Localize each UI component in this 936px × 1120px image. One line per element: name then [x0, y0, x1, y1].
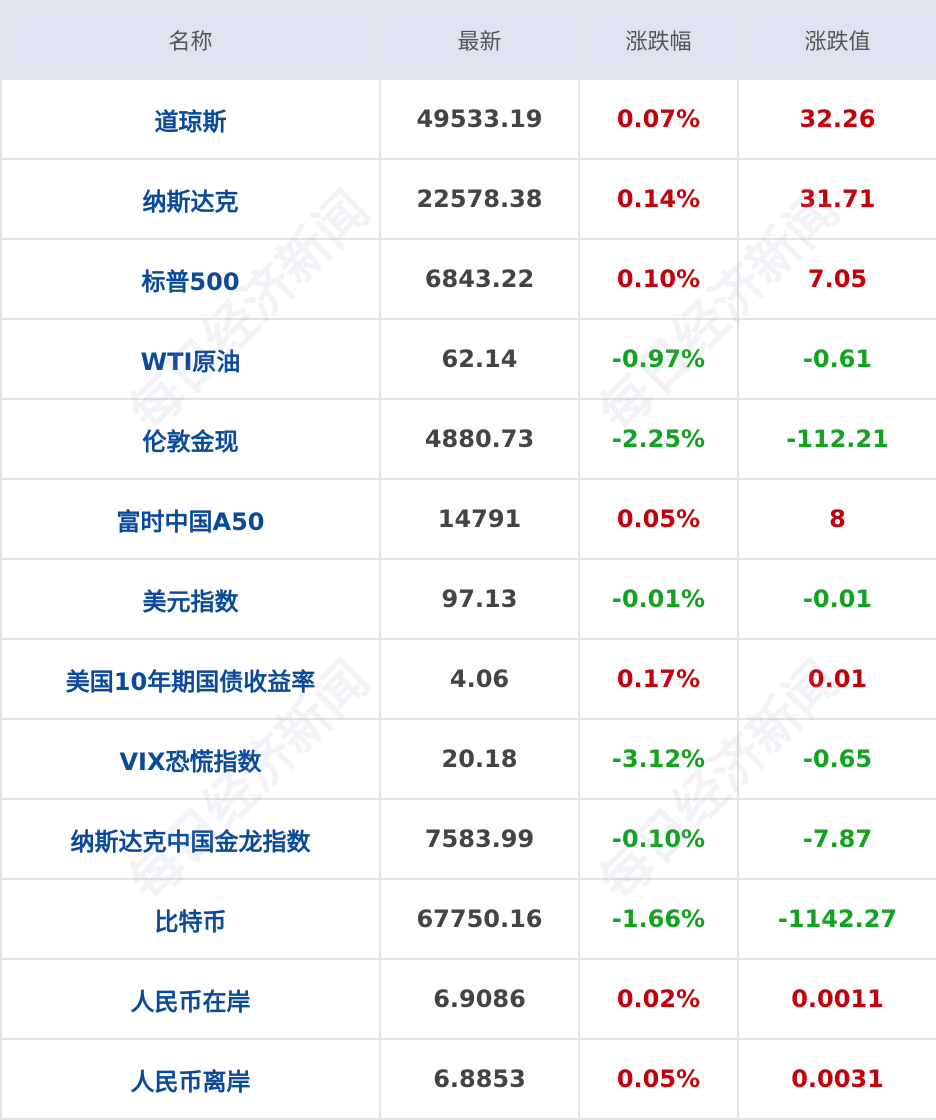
cell-latest: 14791 [379, 478, 580, 560]
cell-change-value: -0.01 [737, 558, 936, 640]
cell-change-value: -112.21 [737, 398, 936, 480]
cell-change-pct: 0.07% [578, 78, 739, 160]
cell-change-pct: -0.10% [578, 798, 739, 880]
cell-name: 纳斯达克 [0, 158, 381, 240]
cell-name: 比特币 [0, 878, 381, 960]
cell-change-value: 8 [737, 478, 936, 560]
cell-change-value: 0.01 [737, 638, 936, 720]
cell-name: 道琼斯 [0, 78, 381, 160]
cell-change-pct: 0.14% [578, 158, 739, 240]
table-row: 道琼斯 49533.19 0.07% 32.26 [0, 78, 936, 160]
cell-change-pct: -1.66% [578, 878, 739, 960]
header-change-value: 涨跌值 [737, 0, 936, 80]
table-row: 比特币 67750.16 -1.66% -1142.27 [0, 878, 936, 960]
table-row: 纳斯达克中国金龙指数 7583.99 -0.10% -7.87 [0, 798, 936, 880]
header-name: 名称 [0, 0, 381, 80]
table-row: 纳斯达克 22578.38 0.14% 31.71 [0, 158, 936, 240]
cell-latest: 6843.22 [379, 238, 580, 320]
cell-change-pct: 0.05% [578, 1038, 739, 1120]
cell-latest: 6.9086 [379, 958, 580, 1040]
cell-name: 人民币在岸 [0, 958, 381, 1040]
cell-change-pct: 0.02% [578, 958, 739, 1040]
header-change-pct: 涨跌幅 [578, 0, 739, 80]
cell-name: 伦敦金现 [0, 398, 381, 480]
cell-change-pct: -0.97% [578, 318, 739, 400]
cell-change-value: -1142.27 [737, 878, 936, 960]
cell-change-value: 0.0011 [737, 958, 936, 1040]
cell-change-pct: -0.01% [578, 558, 739, 640]
cell-name: 富时中国A50 [0, 478, 381, 560]
cell-latest: 7583.99 [379, 798, 580, 880]
cell-change-value: 31.71 [737, 158, 936, 240]
cell-name: 美元指数 [0, 558, 381, 640]
cell-change-pct: -2.25% [578, 398, 739, 480]
table-row: 美国10年期国债收益率 4.06 0.17% 0.01 [0, 638, 936, 720]
cell-name: VIX恐慌指数 [0, 718, 381, 800]
cell-latest: 49533.19 [379, 78, 580, 160]
cell-latest: 20.18 [379, 718, 580, 800]
cell-latest: 4880.73 [379, 398, 580, 480]
cell-change-pct: 0.17% [578, 638, 739, 720]
table-row: 标普500 6843.22 0.10% 7.05 [0, 238, 936, 320]
cell-change-pct: -3.12% [578, 718, 739, 800]
cell-name: 标普500 [0, 238, 381, 320]
cell-latest: 62.14 [379, 318, 580, 400]
table-row: 人民币在岸 6.9086 0.02% 0.0011 [0, 958, 936, 1040]
cell-name: 人民币离岸 [0, 1038, 381, 1120]
cell-change-value: 0.0031 [737, 1038, 936, 1120]
cell-latest: 97.13 [379, 558, 580, 640]
cell-name: 美国10年期国债收益率 [0, 638, 381, 720]
cell-change-value: -7.87 [737, 798, 936, 880]
cell-change-value: 7.05 [737, 238, 936, 320]
table-row: WTI原油 62.14 -0.97% -0.61 [0, 318, 936, 400]
table-row: 伦敦金现 4880.73 -2.25% -112.21 [0, 398, 936, 480]
cell-latest: 22578.38 [379, 158, 580, 240]
cell-change-pct: 0.05% [578, 478, 739, 560]
cell-change-value: -0.61 [737, 318, 936, 400]
header-latest: 最新 [379, 0, 580, 80]
table-row: 人民币离岸 6.8853 0.05% 0.0031 [0, 1038, 936, 1120]
cell-change-value: -0.65 [737, 718, 936, 800]
cell-latest: 67750.16 [379, 878, 580, 960]
cell-latest: 4.06 [379, 638, 580, 720]
cell-name: WTI原油 [0, 318, 381, 400]
cell-latest: 6.8853 [379, 1038, 580, 1120]
cell-change-pct: 0.10% [578, 238, 739, 320]
cell-change-value: 32.26 [737, 78, 936, 160]
table-row: VIX恐慌指数 20.18 -3.12% -0.65 [0, 718, 936, 800]
table-row: 富时中国A50 14791 0.05% 8 [0, 478, 936, 560]
header-row: 名称 最新 涨跌幅 涨跌值 [0, 0, 936, 80]
cell-name: 纳斯达克中国金龙指数 [0, 798, 381, 880]
table-row: 美元指数 97.13 -0.01% -0.01 [0, 558, 936, 640]
